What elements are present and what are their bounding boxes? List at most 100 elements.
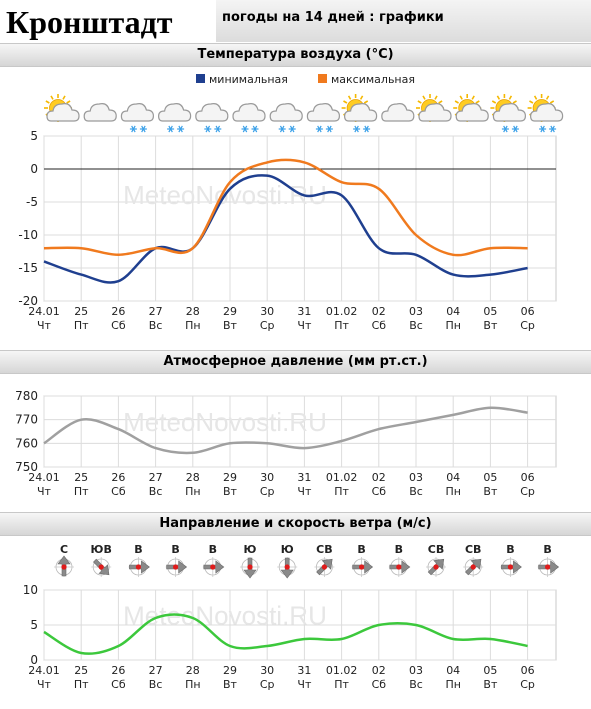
wind-center-dot — [396, 564, 402, 570]
x-tick-date: 28 — [186, 305, 200, 318]
weather-icon-cloud-snow — [232, 103, 266, 133]
x-tick-weekday: Ср — [260, 485, 275, 498]
x-tick-weekday: Вт — [223, 319, 238, 332]
wind-rose-icon — [500, 557, 522, 577]
snowflake-arm — [205, 125, 211, 133]
x-tick-weekday: Сб — [372, 678, 387, 691]
wind-direction-label: ЮВ — [91, 543, 112, 556]
cloud-icon — [232, 103, 266, 122]
y-tick-label: -20 — [18, 294, 38, 308]
x-tick-weekday: Пт — [334, 485, 349, 498]
snowflake-arm — [550, 125, 555, 133]
x-tick-date: 03 — [409, 471, 423, 484]
wind-rose-icon — [426, 557, 446, 577]
sun-ray — [50, 95, 54, 100]
cloud-icon — [269, 103, 303, 122]
x-tick-weekday: Вт — [483, 485, 498, 498]
weather-icon-cloud-snow — [120, 103, 154, 133]
pressure-data-point — [303, 447, 305, 449]
wind-data-point — [415, 624, 417, 626]
x-tick-weekday: Вс — [409, 485, 423, 498]
x-tick-weekday: Пт — [334, 678, 349, 691]
cloud-icon — [83, 103, 117, 122]
snowflake-arm — [131, 125, 136, 133]
weather-icon-sun-cloud-snow — [527, 94, 564, 133]
snowflake-icon — [278, 125, 296, 133]
x-tick-weekday: Вс — [409, 319, 423, 332]
snowflake-icon — [539, 125, 557, 133]
wind-center-dot — [284, 564, 290, 570]
pressure-data-point — [229, 442, 231, 444]
wind-rose-icon — [277, 557, 298, 579]
temperature-chart: минимальная максимальная-20-15-10-505Mete… — [18, 73, 564, 332]
city-name: Кронштадт — [0, 0, 216, 42]
sun-ray — [549, 100, 555, 104]
pressure-data-point — [415, 421, 417, 423]
wind-data-point — [117, 645, 119, 647]
x-tick-weekday: Чт — [37, 319, 52, 332]
temperature-data-point — [229, 188, 231, 190]
x-tick-weekday: Вт — [223, 485, 238, 498]
x-tick-weekday: Сб — [372, 319, 387, 332]
x-tick-weekday: Вт — [483, 678, 498, 691]
snowflake-arm — [289, 125, 295, 133]
temperature-data-point — [192, 247, 194, 249]
pressure-data-point — [43, 442, 45, 444]
sun-ray — [363, 100, 369, 104]
cloud-shape — [418, 103, 452, 122]
wind-data-point — [266, 645, 268, 647]
snowflake-icon — [167, 125, 185, 133]
weather-icon-cloud — [381, 103, 415, 122]
wind-center-dot — [545, 564, 551, 570]
x-tick-date: 27 — [149, 471, 163, 484]
cloud-icon — [418, 103, 452, 122]
x-tick-date: 25 — [74, 305, 88, 318]
x-tick-date: 03 — [409, 305, 423, 318]
sun-ray — [359, 95, 364, 100]
wind-center-dot — [247, 564, 253, 570]
page-title: погоды на 14 дней : графики — [222, 10, 444, 25]
wind-direction-label: В — [134, 543, 142, 556]
cloud-icon — [120, 103, 154, 122]
x-tick-weekday: Пн — [185, 485, 200, 498]
x-tick-date: 27 — [149, 305, 163, 318]
wind-direction-label: В — [209, 543, 217, 556]
legend-swatch-1 — [318, 74, 327, 83]
x-tick-date: 31 — [297, 664, 311, 677]
x-tick-weekday: Пт — [74, 319, 89, 332]
wind-series-line-0 — [43, 613, 528, 655]
weather-icon-cloud-snow — [306, 103, 340, 133]
x-tick-date: 26 — [111, 471, 125, 484]
x-tick-date: 29 — [223, 305, 237, 318]
legend-label-1: максимальная — [331, 73, 415, 86]
wind-center-dot — [433, 564, 439, 570]
x-tick-date: 25 — [74, 471, 88, 484]
pressure-series-line-0 — [43, 406, 528, 455]
x-tick-date: 30 — [260, 305, 274, 318]
legend: минимальная максимальная — [196, 73, 415, 86]
x-tick-weekday: Вт — [483, 319, 498, 332]
y-tick-label: 10 — [23, 583, 38, 597]
cloud-shape — [529, 103, 564, 122]
temperature-data-point — [526, 247, 528, 249]
x-tick-date: 30 — [260, 471, 274, 484]
wind-data-point — [303, 638, 305, 640]
weather-icon-cloud — [83, 103, 117, 122]
x-tick-date: 28 — [186, 664, 200, 677]
wind-center-dot — [173, 564, 179, 570]
x-tick-weekday: Пн — [185, 678, 200, 691]
x-tick-date: 30 — [260, 664, 274, 677]
temperature-data-point — [80, 273, 82, 275]
x-tick-date: 29 — [223, 471, 237, 484]
cloud-shape — [269, 103, 303, 122]
legend-swatch-0 — [196, 74, 205, 83]
pressure-data-point — [489, 407, 491, 409]
pressure-chart-title: Атмосферное давление (мм рт.ст.) — [163, 354, 428, 369]
x-tick-date: 03 — [409, 664, 423, 677]
weather-icon-sun-cloud-snow — [490, 94, 526, 133]
sun-ray — [66, 100, 71, 104]
temperature-data-point — [117, 280, 119, 282]
temperature-data-point — [303, 194, 305, 196]
weather-icon-sun-cloud — [453, 94, 489, 122]
x-tick-weekday: Пн — [185, 319, 200, 332]
